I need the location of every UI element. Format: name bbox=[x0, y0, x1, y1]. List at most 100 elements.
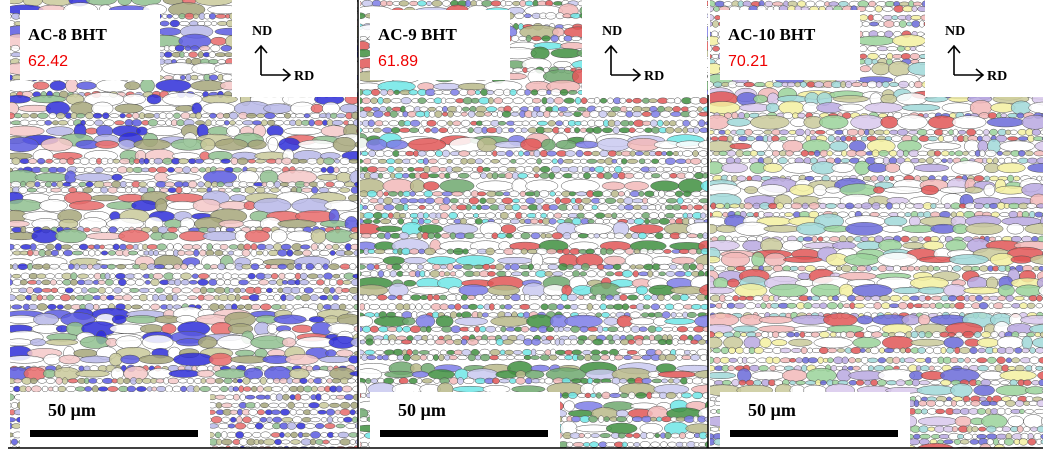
grain bbox=[66, 386, 76, 392]
grain bbox=[551, 35, 559, 42]
grain bbox=[889, 82, 898, 86]
grain bbox=[300, 378, 308, 384]
grain bbox=[114, 295, 124, 300]
grain bbox=[772, 2, 783, 6]
grain bbox=[31, 386, 41, 392]
grain bbox=[611, 190, 619, 197]
grain bbox=[463, 264, 473, 269]
grain bbox=[630, 318, 654, 325]
grain bbox=[51, 250, 59, 256]
grain bbox=[268, 137, 278, 151]
grain bbox=[753, 130, 764, 134]
grain bbox=[563, 248, 570, 254]
grain bbox=[1027, 158, 1038, 163]
grain bbox=[577, 355, 584, 360]
grain bbox=[417, 265, 423, 270]
grain bbox=[629, 225, 663, 234]
grain bbox=[816, 1, 825, 7]
grain bbox=[156, 379, 164, 383]
grain bbox=[503, 339, 514, 344]
grain bbox=[984, 176, 990, 181]
grain bbox=[502, 111, 511, 118]
grain bbox=[892, 54, 902, 58]
grain bbox=[5, 46, 12, 50]
grain bbox=[248, 273, 255, 279]
grain bbox=[661, 151, 666, 155]
grain bbox=[537, 111, 544, 116]
grain bbox=[114, 121, 124, 125]
grain bbox=[655, 204, 660, 210]
grain bbox=[531, 233, 540, 239]
grain bbox=[819, 115, 848, 129]
grain bbox=[361, 442, 368, 446]
grain bbox=[5, 58, 11, 65]
grain bbox=[423, 213, 429, 219]
grain bbox=[427, 354, 433, 360]
grain bbox=[259, 446, 265, 451]
grain bbox=[555, 173, 563, 179]
grain bbox=[670, 173, 678, 178]
grain bbox=[814, 82, 824, 88]
grain bbox=[588, 233, 595, 238]
grain bbox=[14, 113, 22, 118]
grain bbox=[5, 113, 15, 119]
grain bbox=[525, 180, 557, 192]
grain bbox=[567, 294, 577, 301]
grain bbox=[486, 326, 496, 332]
grain bbox=[369, 199, 378, 203]
grain bbox=[681, 393, 691, 398]
grain bbox=[689, 264, 696, 271]
grain bbox=[573, 442, 584, 446]
grain bbox=[131, 305, 141, 309]
grain bbox=[486, 151, 492, 155]
grain bbox=[763, 163, 782, 172]
grain bbox=[108, 251, 116, 256]
grain bbox=[317, 386, 325, 391]
grain bbox=[496, 151, 505, 155]
grain bbox=[942, 103, 974, 113]
grain bbox=[664, 249, 672, 253]
grain bbox=[551, 89, 561, 96]
grain bbox=[161, 232, 177, 239]
grain bbox=[686, 424, 714, 433]
grain bbox=[402, 173, 409, 178]
grain bbox=[532, 36, 541, 41]
grain bbox=[798, 113, 806, 118]
grain bbox=[205, 181, 212, 187]
grain bbox=[78, 274, 89, 279]
grain bbox=[239, 446, 245, 452]
grain bbox=[130, 288, 139, 292]
grain bbox=[730, 143, 752, 149]
grain bbox=[292, 325, 312, 333]
grain bbox=[533, 264, 540, 270]
grain bbox=[287, 263, 294, 269]
grain bbox=[655, 233, 663, 239]
grain bbox=[123, 295, 132, 301]
grain bbox=[908, 130, 918, 134]
grain bbox=[58, 250, 63, 256]
grain bbox=[951, 161, 984, 175]
grain bbox=[287, 250, 293, 257]
grain bbox=[910, 47, 916, 51]
grain bbox=[428, 174, 439, 178]
grain bbox=[966, 129, 975, 136]
grain bbox=[856, 151, 867, 157]
grain bbox=[173, 113, 180, 119]
grain bbox=[582, 198, 591, 204]
grain bbox=[250, 378, 260, 383]
grain bbox=[498, 233, 507, 238]
grain bbox=[378, 198, 385, 204]
grain bbox=[174, 264, 181, 269]
grain bbox=[644, 295, 651, 300]
grain bbox=[779, 130, 788, 135]
grain bbox=[374, 249, 385, 254]
grain bbox=[651, 111, 660, 118]
grain bbox=[467, 159, 476, 164]
grain bbox=[486, 107, 497, 112]
grain bbox=[697, 233, 703, 238]
grain bbox=[678, 340, 686, 344]
grain bbox=[889, 150, 897, 156]
grain bbox=[367, 112, 374, 117]
grain bbox=[587, 159, 597, 163]
grain bbox=[316, 394, 322, 401]
